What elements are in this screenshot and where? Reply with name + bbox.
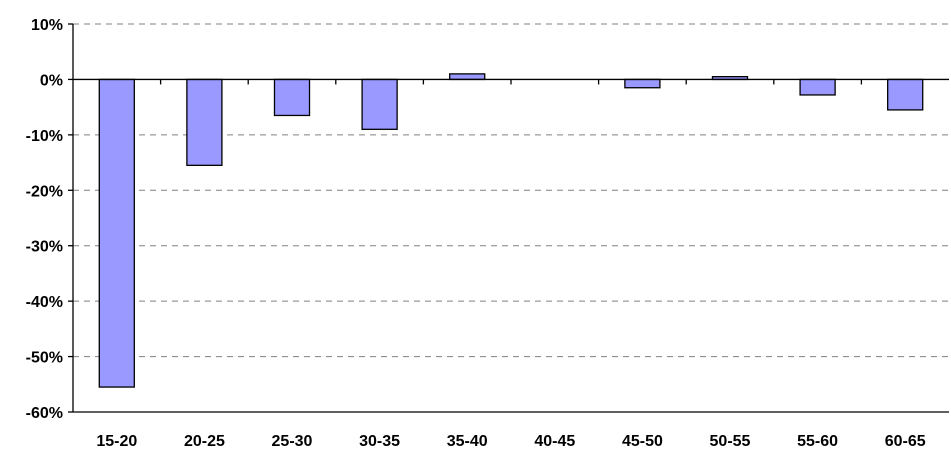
bar-35-40 [449,73,486,81]
y-tick-label: 0% [40,72,63,89]
x-tick-label: 55-60 [797,433,838,450]
x-tick-label: 25-30 [272,433,313,450]
x-tick-label: 40-45 [534,433,575,450]
y-tick-label: -10% [26,128,63,145]
bars [98,73,924,388]
x-tick-label: 20-25 [184,433,225,450]
bar-15-20 [98,78,135,388]
y-tick-label: -30% [26,239,63,256]
y-tick-label: -50% [26,350,63,367]
x-tick-label: 45-50 [622,433,663,450]
y-tick-label: -40% [26,294,63,311]
gridlines [73,23,949,358]
y-tick-label: -60% [26,405,63,422]
axes [68,23,949,413]
x-tick-label: 15-20 [96,433,137,450]
y-tick-labels: 10% 0% -10% -20% -30% -40% -50% -60% [26,17,63,422]
x-tick-label: 35-40 [447,433,488,450]
x-tick-label: 60-65 [885,433,926,450]
bar-55-60 [799,78,836,96]
y-tick-label: 10% [31,17,63,34]
bar-60-65 [887,78,924,111]
bar-30-35 [361,78,398,130]
bar-20-25 [186,78,223,166]
x-tick-label: 50-55 [710,433,751,450]
bar-25-30 [273,78,311,117]
x-tick-label: 30-35 [359,433,400,450]
bar-45-50 [624,78,661,89]
x-tick-labels: 15-20 20-25 25-30 30-35 35-40 40-45 45-50 50-55… [96,433,925,450]
y-tick-label: -20% [26,183,63,200]
